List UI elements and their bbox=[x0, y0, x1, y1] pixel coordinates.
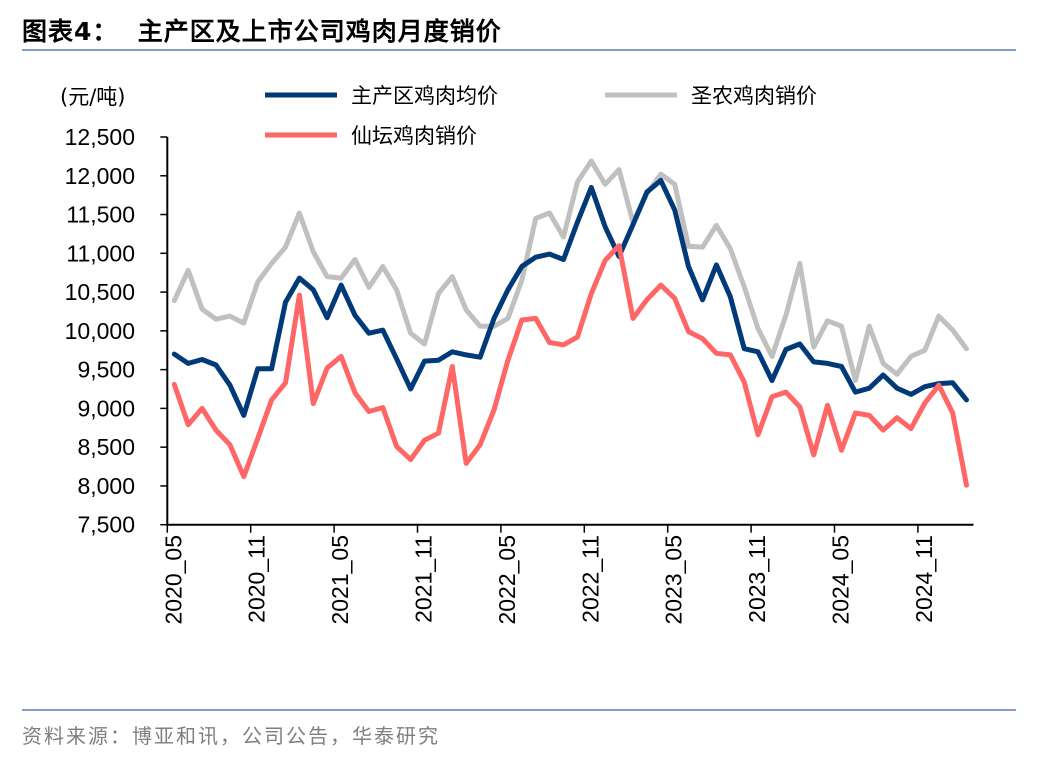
legend-label: 主产区鸡肉均价 bbox=[351, 84, 498, 108]
x-tick-label: 2024_05 bbox=[827, 535, 853, 625]
x-tick-label: 2024_11 bbox=[911, 535, 937, 623]
y-tick-label: 9,500 bbox=[77, 357, 135, 383]
y-tick-label: 10,000 bbox=[65, 318, 135, 344]
legend-label: 仙坛鸡肉销价 bbox=[351, 124, 477, 148]
x-tick-label: 2020_05 bbox=[160, 535, 186, 625]
y-unit-label: (元/吨) bbox=[60, 85, 125, 109]
y-tick-label: 11,000 bbox=[66, 240, 135, 266]
series-lines bbox=[171, 158, 969, 488]
legend-label: 圣农鸡肉销价 bbox=[691, 84, 817, 108]
source-note: 资料来源：博亚和讯，公司公告，华泰研究 bbox=[22, 724, 440, 748]
y-tick-label: 7,500 bbox=[77, 512, 135, 538]
y-tick-label: 12,000 bbox=[65, 163, 135, 189]
x-tick-label: 2021_05 bbox=[327, 535, 353, 625]
series-line-2 bbox=[171, 243, 969, 488]
series-line-1 bbox=[171, 158, 969, 383]
y-tick-label: 8,000 bbox=[77, 473, 135, 499]
series-line-0 bbox=[171, 177, 969, 418]
axes: 7,500 8,000 8,500 9,000 9,500 10,000 10,500 11,… bbox=[65, 124, 974, 625]
x-tick-label: 2020_11 bbox=[244, 535, 270, 623]
x-tick-label: 2021_11 bbox=[410, 535, 436, 623]
x-tick-label: 2022_11 bbox=[577, 535, 603, 623]
x-tick-label: 2023_05 bbox=[661, 535, 687, 625]
y-tick-label: 8,500 bbox=[77, 434, 135, 460]
y-tick-label: 11,500 bbox=[66, 202, 135, 228]
y-tick-label: 9,000 bbox=[77, 395, 135, 421]
y-tick-label: 12,500 bbox=[65, 124, 135, 150]
y-tick-label: 10,500 bbox=[65, 279, 135, 305]
x-tick-label: 2023_11 bbox=[744, 535, 770, 623]
x-tick-label: 2022_05 bbox=[494, 535, 520, 625]
chart-title: 图表4： 主产区及上市公司鸡肉月度销价 bbox=[22, 17, 502, 46]
